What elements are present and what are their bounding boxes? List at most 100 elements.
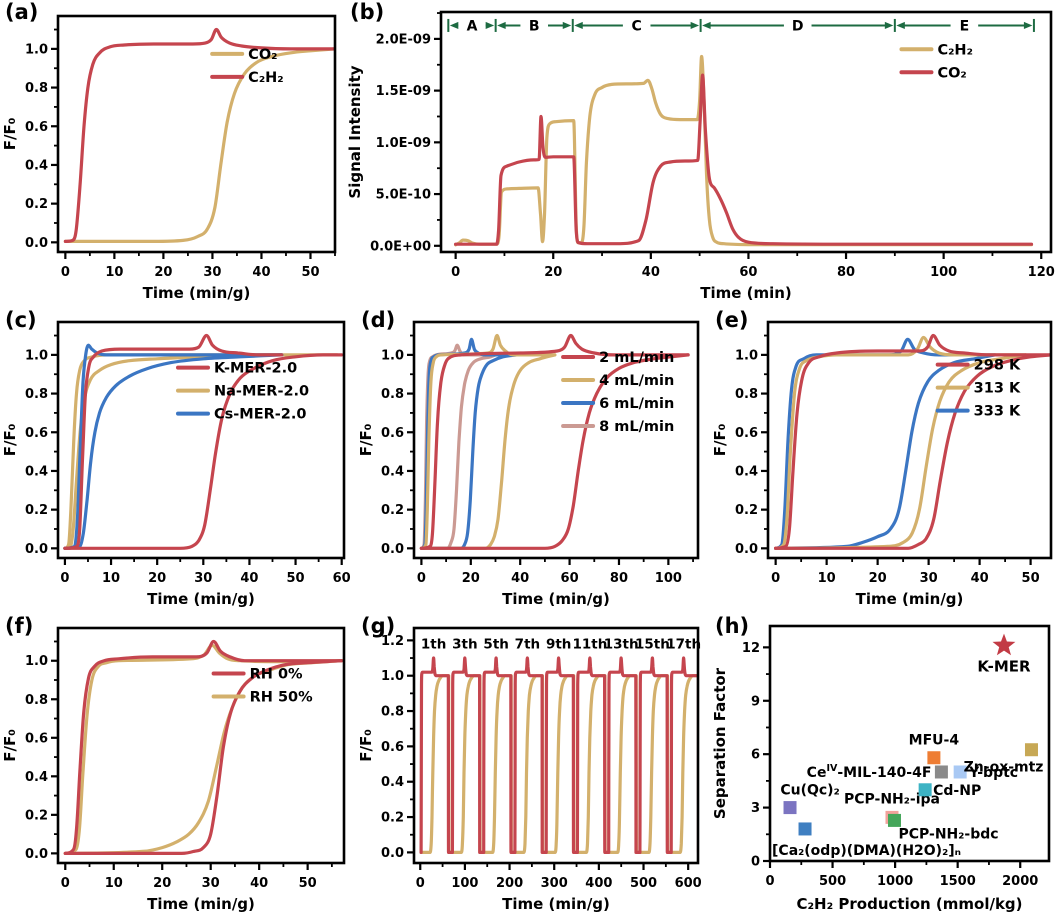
svg-text:C₂H₂: C₂H₂ xyxy=(937,42,972,58)
svg-text:Time (min/g): Time (min/g) xyxy=(143,284,251,302)
svg-text:0.2: 0.2 xyxy=(25,503,48,518)
panel-g: (g) 0 100 200 300 400 500 600 0.0 0.2 0.4 0.6 0.8 1.… xyxy=(356,614,710,919)
svg-text:D: D xyxy=(792,18,804,34)
svg-text:30: 30 xyxy=(920,571,938,586)
svg-text:C₂H₂ Production (mmol/kg): C₂H₂ Production (mmol/kg) xyxy=(796,895,1022,913)
svg-text:9th: 9th xyxy=(546,636,571,652)
svg-text:100: 100 xyxy=(655,571,682,586)
svg-text:Time (min/g): Time (min/g) xyxy=(502,590,610,608)
svg-text:5th: 5th xyxy=(483,636,508,652)
svg-text:2 mL/min: 2 mL/min xyxy=(599,350,674,366)
svg-text:F/F₀: F/F₀ xyxy=(357,424,375,457)
svg-text:0.2: 0.2 xyxy=(735,503,758,518)
svg-text:RH 50%: RH 50% xyxy=(250,689,314,705)
svg-text:Separation Factor: Separation Factor xyxy=(711,667,729,819)
panel-h: (h) 0 500 1000 1500 2000 0 3 6 9 12 C₂H₂ Productio… xyxy=(710,614,1063,919)
panel-b-label: (b) xyxy=(350,0,385,24)
svg-text:40: 40 xyxy=(642,265,660,280)
panel-c-chart: 0 10 20 30 40 50 60 0.0 0.2 0.4 0.6 0.8 1.0 Time (min… xyxy=(1,320,351,608)
panel-a: (a) 0 10 20 30 40 50 0.0 0.2 0.4 0.6 0.8 1.0 Time (m… xyxy=(0,0,345,308)
svg-text:0.0: 0.0 xyxy=(381,846,404,861)
svg-text:0.8: 0.8 xyxy=(25,693,48,708)
svg-text:0.2: 0.2 xyxy=(25,808,48,823)
svg-text:0.6: 0.6 xyxy=(381,740,404,755)
panel-a-chart: 0 10 20 30 40 50 0.0 0.2 0.4 0.6 0.8 1.0 Time (min/g… xyxy=(1,14,337,302)
svg-text:500: 500 xyxy=(630,876,657,891)
svg-text:Cd-NP: Cd-NP xyxy=(933,783,981,799)
svg-text:50: 50 xyxy=(299,876,317,891)
svg-text:0.8: 0.8 xyxy=(25,81,48,96)
svg-text:120: 120 xyxy=(1028,265,1055,280)
panel-f-chart: 0 10 20 30 40 50 0.0 0.2 0.4 0.6 0.8 1.0 Time (min/g… xyxy=(1,626,346,913)
svg-text:0.6: 0.6 xyxy=(25,731,48,746)
panel-b: (b) 0 20 40 60 80 100 120 0.0E+00 5.0E-10 1.0E-09… xyxy=(345,0,1063,308)
panel-c-label: (c) xyxy=(5,308,37,332)
svg-text:1000: 1000 xyxy=(877,874,913,889)
svg-text:7th: 7th xyxy=(515,636,540,652)
svg-text:400: 400 xyxy=(585,876,612,891)
svg-text:10: 10 xyxy=(105,265,123,280)
svg-text:0.8: 0.8 xyxy=(735,387,758,402)
svg-text:0.4: 0.4 xyxy=(735,464,758,479)
panel-b-chart: 0 20 40 60 80 100 120 0.0E+00 5.0E-10 1.0E-09 1.5E… xyxy=(346,10,1055,302)
svg-text:C₂H₂: C₂H₂ xyxy=(248,70,283,86)
svg-text:MFU-4: MFU-4 xyxy=(909,733,960,749)
svg-text:20: 20 xyxy=(153,876,171,891)
svg-text:6 mL/min: 6 mL/min xyxy=(599,396,674,412)
svg-text:B: B xyxy=(529,18,540,34)
svg-text:0.4: 0.4 xyxy=(25,158,48,173)
svg-text:RH 0%: RH 0% xyxy=(250,666,303,682)
svg-text:50: 50 xyxy=(1022,571,1040,586)
svg-text:0.6: 0.6 xyxy=(25,426,48,441)
svg-text:1.0: 1.0 xyxy=(25,348,48,363)
svg-text:313 K: 313 K xyxy=(974,381,1021,397)
svg-text:0: 0 xyxy=(416,876,425,891)
panel-g-label: (g) xyxy=(361,614,396,638)
panel-e-chart: 0 10 20 30 40 50 0.0 0.2 0.4 0.6 0.8 1.0 Time (min/g… xyxy=(711,320,1053,608)
svg-text:0.0: 0.0 xyxy=(25,542,48,557)
svg-text:F/F₀: F/F₀ xyxy=(1,424,19,457)
svg-text:30: 30 xyxy=(194,571,212,586)
svg-text:1.5E-09: 1.5E-09 xyxy=(376,84,431,99)
svg-text:0.6: 0.6 xyxy=(25,120,48,135)
svg-text:CO₂: CO₂ xyxy=(937,65,966,81)
svg-text:1.0: 1.0 xyxy=(25,654,48,669)
svg-text:0.0: 0.0 xyxy=(25,847,48,862)
svg-text:0.2: 0.2 xyxy=(381,503,404,518)
panel-c: (c) 0 10 20 30 40 50 60 0.0 0.2 0.4 0.6 0.8 1.0 Time … xyxy=(0,308,356,614)
svg-text:Time (min): Time (min) xyxy=(700,284,792,302)
svg-text:E: E xyxy=(960,18,970,34)
panel-g-chart: 0 100 200 300 400 500 600 0.0 0.2 0.4 0.6 0.8 1.0 1.2… xyxy=(357,626,702,913)
svg-text:17th: 17th xyxy=(666,636,701,652)
svg-text:2000: 2000 xyxy=(1002,874,1038,889)
svg-text:20: 20 xyxy=(544,265,562,280)
svg-text:Na-MER-2.0: Na-MER-2.0 xyxy=(214,384,309,400)
svg-text:11th: 11th xyxy=(573,636,608,652)
svg-text:0: 0 xyxy=(765,874,774,889)
svg-text:80: 80 xyxy=(837,265,855,280)
svg-text:0: 0 xyxy=(451,265,460,280)
svg-text:0: 0 xyxy=(751,855,760,870)
svg-text:200: 200 xyxy=(496,876,523,891)
svg-text:0: 0 xyxy=(417,571,426,586)
svg-text:1.2: 1.2 xyxy=(381,634,404,649)
svg-text:4 mL/min: 4 mL/min xyxy=(599,373,674,389)
svg-text:10: 10 xyxy=(105,876,123,891)
svg-text:A: A xyxy=(467,18,478,34)
svg-text:40: 40 xyxy=(511,571,529,586)
svg-text:0.0E+00: 0.0E+00 xyxy=(370,239,431,254)
svg-text:60: 60 xyxy=(561,571,579,586)
svg-text:CO₂: CO₂ xyxy=(248,47,277,63)
svg-text:50: 50 xyxy=(287,571,305,586)
svg-text:333 K: 333 K xyxy=(974,404,1021,420)
svg-text:60: 60 xyxy=(739,265,757,280)
svg-text:0: 0 xyxy=(60,571,69,586)
svg-text:3th: 3th xyxy=(452,636,477,652)
svg-text:F/F₀: F/F₀ xyxy=(711,424,729,457)
svg-text:0.8: 0.8 xyxy=(381,387,404,402)
svg-text:40: 40 xyxy=(250,876,268,891)
svg-text:1.0: 1.0 xyxy=(381,348,404,363)
svg-text:5.0E-10: 5.0E-10 xyxy=(376,188,431,203)
svg-text:60: 60 xyxy=(333,571,351,586)
